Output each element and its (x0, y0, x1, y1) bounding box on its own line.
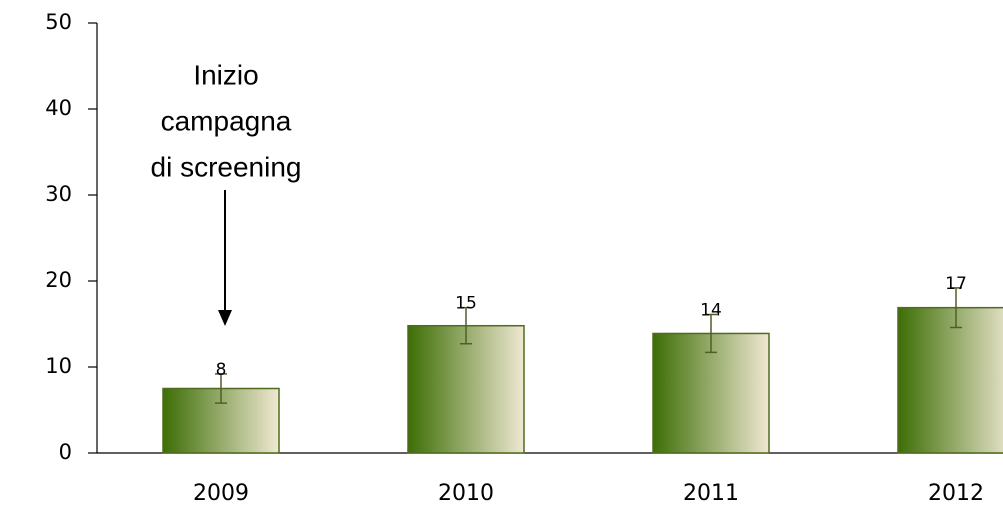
y-tick-label: 20 (45, 268, 72, 292)
value-label: 14 (700, 301, 722, 321)
y-tick-label: 50 (45, 10, 72, 34)
y-tick-label: 10 (45, 354, 72, 378)
error-bar (950, 287, 962, 329)
x-tick-label: 2011 (683, 481, 739, 506)
error-bar (460, 306, 472, 345)
y-tick-label: 40 (45, 96, 72, 120)
annotation: di screening (151, 151, 302, 182)
error-bar (215, 373, 227, 404)
y-tick-label: 30 (45, 182, 72, 206)
y-tick-label: 0 (59, 440, 72, 464)
arrow-head (218, 310, 232, 326)
annotation: campagna (161, 105, 292, 136)
bar (407, 324, 525, 454)
value-label: 17 (945, 274, 967, 294)
value-label: 8 (216, 360, 227, 380)
x-tick-label: 2009 (193, 481, 249, 506)
x-tick-label: 2010 (438, 481, 494, 506)
x-tick-label: 2012 (928, 481, 984, 506)
bar (652, 332, 770, 454)
annotation: Inizio (193, 59, 258, 90)
value-label: 15 (455, 294, 477, 314)
error-bar (705, 313, 717, 354)
bar (897, 306, 1003, 454)
